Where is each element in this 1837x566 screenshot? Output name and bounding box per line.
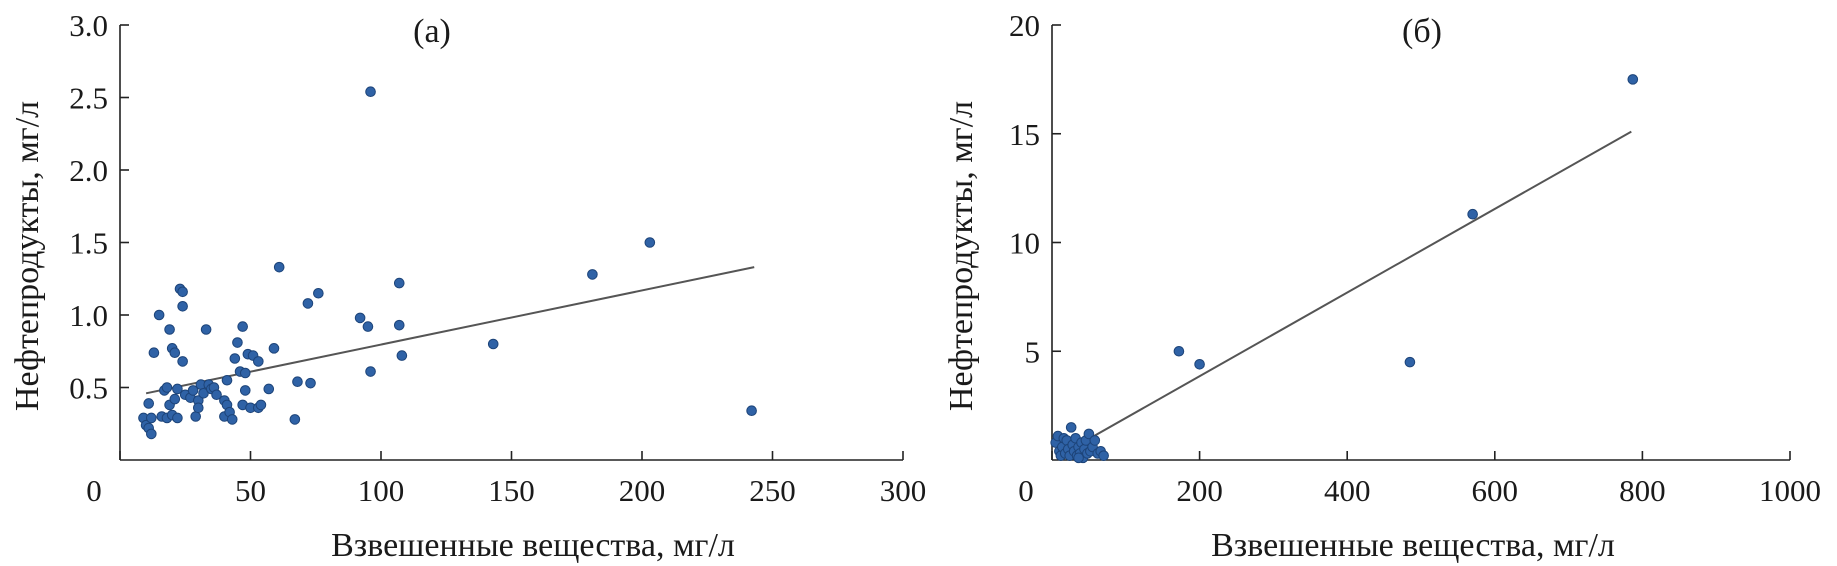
x-tick-label: 300 [880, 473, 927, 508]
data-point [239, 385, 251, 396]
y-axis-title-a: Нефтепродукты, мг/л [9, 101, 46, 411]
data-point [237, 321, 248, 332]
data-point [177, 356, 188, 367]
x-tick-label: 800 [1619, 473, 1666, 508]
data-point [1073, 452, 1084, 464]
y-tick-label: 1.0 [69, 298, 108, 333]
data-point [253, 356, 264, 367]
data-point [146, 428, 157, 440]
data-point [1404, 356, 1416, 368]
data-point [143, 398, 155, 409]
data-point [1627, 74, 1639, 85]
data-point [313, 287, 324, 299]
data-point [226, 414, 238, 425]
data-point [396, 350, 408, 361]
data-point [263, 383, 275, 395]
data-point [187, 385, 199, 396]
x-tick-label: 200 [1176, 473, 1223, 508]
data-point [193, 402, 204, 414]
data-point [190, 411, 201, 422]
y-tick-label: 10 [1009, 226, 1040, 261]
data-point [273, 261, 285, 273]
data-point [153, 309, 165, 321]
data-point [302, 298, 314, 309]
data-point [289, 414, 301, 425]
x-tick-label: 200 [619, 473, 666, 508]
data-point [239, 367, 251, 379]
data-point [1089, 435, 1101, 446]
chart-title-b: (б) [1402, 13, 1442, 50]
data-point [1173, 345, 1185, 357]
y-tick-label: 1.5 [69, 226, 108, 261]
x-tick-label: 1000 [1759, 473, 1821, 508]
x-tick-label: 50 [235, 473, 266, 508]
x-axis-title-b: Взвешенные вещества, мг/л [1211, 527, 1615, 564]
y-tick-label: 20 [1009, 8, 1040, 43]
data-point [1194, 359, 1205, 370]
data-point [177, 301, 188, 312]
data-point [146, 412, 157, 424]
data-point [587, 269, 598, 280]
data-point [229, 353, 241, 364]
data-point [169, 347, 181, 359]
x-tick-label: 0 [86, 473, 102, 508]
data-point [164, 324, 175, 335]
x-tick-label: 600 [1472, 473, 1519, 508]
x-axis-title-a: Взвешенные вещества, мг/л [331, 527, 735, 564]
y-tick-label: 0.5 [69, 371, 108, 406]
x-tick-label: 400 [1324, 473, 1371, 508]
data-point [198, 388, 209, 399]
data-point [393, 319, 405, 331]
data-point [169, 393, 181, 405]
data-point [172, 383, 183, 395]
data-point [221, 374, 233, 386]
x-tick-label: 150 [488, 473, 535, 508]
chart-panel-b: (б) Взвешенные вещества, мг/л Нефтепроду… [943, 8, 1821, 564]
data-point [268, 343, 280, 354]
trend-line-b [1058, 130, 1632, 457]
data-point [255, 399, 267, 411]
data-point [172, 412, 183, 424]
data-point [365, 86, 376, 97]
y-tick-label: 2.0 [69, 153, 108, 188]
data-point [305, 377, 316, 389]
data-point [644, 237, 656, 248]
data-point [1098, 450, 1109, 461]
chart-panel-a: (а) Взвешенные вещества, мг/л Нефтепроду… [9, 8, 926, 564]
data-point [746, 405, 757, 417]
y-tick-label: 2.5 [69, 81, 108, 116]
y-tick-label: 15 [1009, 117, 1040, 152]
data-point [200, 324, 212, 335]
x-tick-label: 250 [749, 473, 796, 508]
y-tick-label: 3.0 [69, 8, 108, 43]
data-point [292, 376, 303, 388]
y-axis-title-b: Нефтепродукты, мг/л [943, 101, 980, 411]
data-point [1467, 208, 1478, 220]
data-point [177, 286, 188, 298]
data-point [148, 347, 160, 359]
data-point [393, 277, 405, 289]
data-point [362, 321, 374, 332]
x-tick-label: 0 [1018, 473, 1034, 508]
data-point [232, 337, 243, 348]
data-point [1065, 422, 1077, 433]
x-tick-label: 100 [358, 473, 405, 508]
chart-title-a: (а) [413, 13, 451, 50]
data-point [354, 312, 366, 324]
data-point [365, 366, 376, 377]
data-point [1083, 428, 1095, 440]
data-point [161, 382, 173, 393]
y-tick-label: 5 [1025, 334, 1041, 369]
data-point [211, 389, 222, 401]
data-point [487, 338, 499, 350]
